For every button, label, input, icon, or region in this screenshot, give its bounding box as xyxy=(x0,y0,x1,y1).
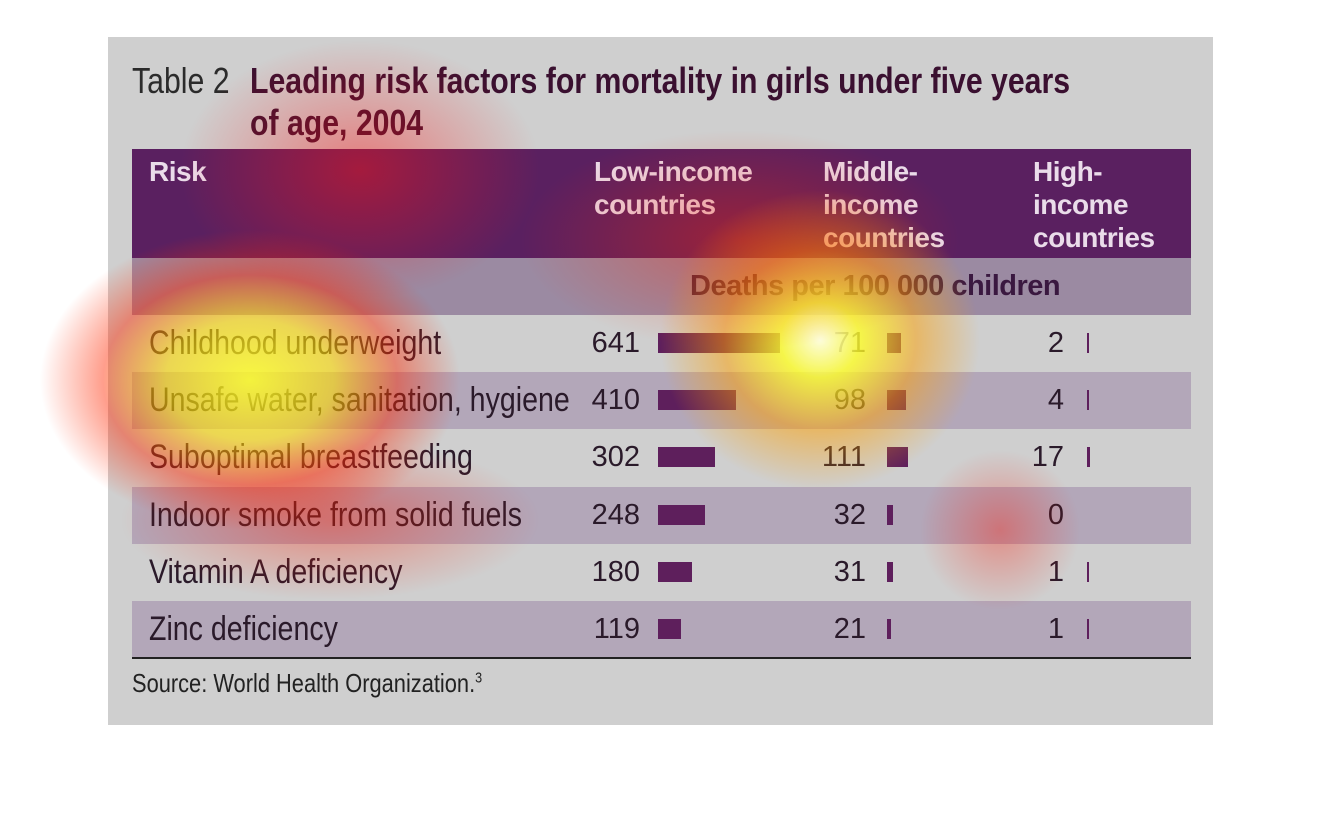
value-cell: 111 xyxy=(821,441,866,474)
value-bar xyxy=(1087,333,1089,353)
value-cell: 4 xyxy=(1047,384,1064,417)
value-bar xyxy=(887,504,894,525)
value-bar xyxy=(658,390,737,411)
bottom-rule xyxy=(132,657,1191,659)
risk-cell: Suboptimal breastfeeding xyxy=(149,440,535,476)
risk-label: Indoor smoke from solid fuels xyxy=(149,495,523,534)
value-cell: 0 xyxy=(1047,498,1064,531)
value-bar xyxy=(1087,390,1089,411)
source-text: Source: World Health Organization. xyxy=(132,668,476,698)
value-cell: 641 xyxy=(591,327,640,359)
risk-label: Unsafe water, sanitation, hygiene xyxy=(149,381,570,420)
value-cell: 31 xyxy=(833,555,866,588)
value-cell: 98 xyxy=(833,384,866,417)
risk-label: Vitamin A deficiency xyxy=(149,552,403,591)
table-label-text: Table 2 xyxy=(132,60,230,101)
value-cell: 17 xyxy=(1031,441,1064,474)
value-bar xyxy=(887,561,893,582)
value-cell: 2 xyxy=(1047,327,1064,359)
value-cell: 71 xyxy=(833,327,866,359)
value-cell: 1 xyxy=(1047,555,1064,588)
risk-label: Childhood underweight xyxy=(149,324,442,362)
value-bar xyxy=(658,333,780,353)
value-bar xyxy=(1087,447,1091,468)
column-header: Low-income countries xyxy=(594,156,753,220)
value-cell: 180 xyxy=(591,555,640,588)
source: Source: World Health Organization.3 xyxy=(132,668,549,699)
unit-label: Deaths per 100 000 children xyxy=(690,270,1061,302)
table-title: Leading risk factors for mortality in gi… xyxy=(250,60,1071,143)
value-bar xyxy=(887,333,901,353)
value-bar xyxy=(658,619,681,639)
value-cell: 1 xyxy=(1047,613,1064,645)
value-cell: 119 xyxy=(593,613,640,645)
value-cell: 410 xyxy=(591,384,640,417)
value-bar xyxy=(887,390,906,411)
risk-label: Zinc deficiency xyxy=(149,610,338,648)
value-bar xyxy=(887,619,891,639)
value-bar xyxy=(887,447,909,468)
value-cell: 248 xyxy=(591,498,640,531)
value-cell: 32 xyxy=(833,498,866,531)
risk-label: Suboptimal breastfeeding xyxy=(149,438,473,477)
risk-cell: Zinc deficiency xyxy=(149,612,374,648)
column-header: Risk xyxy=(149,156,207,187)
risk-cell: Vitamin A deficiency xyxy=(149,555,451,591)
column-header: Middle-income countries xyxy=(823,156,945,253)
risk-cell: Indoor smoke from solid fuels xyxy=(149,498,593,534)
value-bar xyxy=(1087,619,1089,639)
value-bar xyxy=(658,504,706,525)
value-bar xyxy=(658,561,693,582)
value-cell: 302 xyxy=(591,441,640,474)
value-cell: 21 xyxy=(833,613,866,645)
value-bar xyxy=(658,447,716,468)
table-label: Table 2 xyxy=(132,60,248,102)
value-bar xyxy=(1087,561,1089,582)
source-ref: 3 xyxy=(475,669,483,687)
column-header: High-income countries xyxy=(1033,156,1155,253)
risk-cell: Childhood underweight xyxy=(149,326,497,362)
